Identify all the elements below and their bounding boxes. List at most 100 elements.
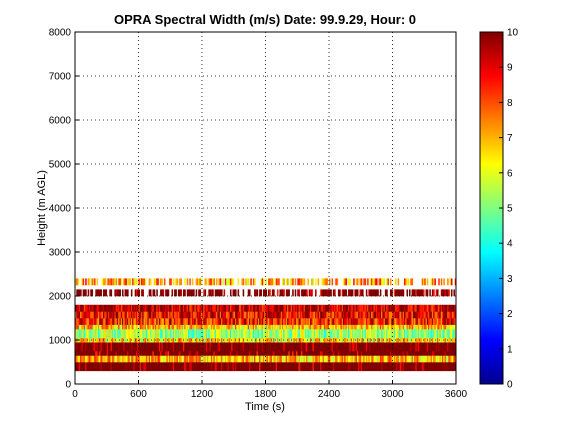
heatmap-cell bbox=[213, 362, 215, 372]
heatmap-cell bbox=[246, 324, 249, 330]
heatmap-cell bbox=[76, 342, 78, 352]
heatmap-cell bbox=[360, 304, 363, 312]
heatmap-cell bbox=[210, 342, 213, 352]
heatmap-cell bbox=[119, 362, 122, 372]
heatmap-cell bbox=[163, 342, 166, 352]
heatmap-cell bbox=[231, 318, 233, 325]
heatmap-cell bbox=[364, 362, 367, 372]
heatmap-cell bbox=[190, 289, 193, 297]
heatmap-cell bbox=[406, 329, 409, 339]
heatmap-cell bbox=[431, 289, 434, 297]
heatmap-cell bbox=[301, 311, 303, 319]
heatmap-cell bbox=[321, 324, 323, 330]
heatmap-cell bbox=[445, 362, 448, 372]
heatmap-cell bbox=[416, 318, 419, 325]
heatmap-cell bbox=[268, 355, 270, 363]
heatmap-cell bbox=[170, 342, 172, 352]
heatmap-cell bbox=[105, 324, 108, 330]
heatmap-cell bbox=[386, 351, 388, 356]
heatmap-cell bbox=[113, 337, 115, 343]
heatmap-cell bbox=[78, 324, 81, 330]
heatmap-cell bbox=[364, 278, 367, 286]
heatmap-cell bbox=[189, 289, 191, 297]
heatmap-cell bbox=[326, 355, 329, 363]
heatmap-cell bbox=[449, 362, 452, 372]
heatmap-cell bbox=[87, 337, 90, 343]
heatmap-cell bbox=[162, 289, 165, 297]
heatmap-cell bbox=[119, 351, 122, 356]
heatmap-cell bbox=[283, 355, 285, 363]
heatmap-cell bbox=[287, 329, 289, 339]
heatmap-cell bbox=[213, 324, 215, 330]
heatmap-cell bbox=[414, 329, 416, 339]
heatmap-cell bbox=[345, 342, 348, 352]
heatmap-cell bbox=[434, 304, 436, 312]
heatmap-cell bbox=[264, 329, 266, 339]
heatmap-cell bbox=[379, 324, 382, 330]
heatmap-cell bbox=[421, 289, 424, 297]
heatmap-cell bbox=[285, 289, 288, 297]
heatmap-cell bbox=[345, 355, 348, 363]
heatmap-cell bbox=[431, 329, 434, 339]
heatmap-cell bbox=[351, 311, 354, 319]
heatmap-cell bbox=[110, 329, 113, 339]
heatmap-cell bbox=[148, 278, 151, 286]
heatmap-cell bbox=[282, 342, 284, 352]
heatmap-cell bbox=[231, 311, 233, 319]
heatmap-cell bbox=[400, 304, 402, 312]
heatmap-cell bbox=[287, 355, 289, 363]
heatmap-cell bbox=[417, 324, 420, 330]
heatmap-cell bbox=[315, 311, 317, 319]
heatmap-cell bbox=[344, 337, 346, 343]
heatmap-cell bbox=[91, 278, 94, 286]
heatmap-cell bbox=[370, 304, 373, 312]
heatmap-cell bbox=[346, 351, 349, 356]
heatmap-cell bbox=[92, 362, 95, 372]
heatmap-cell bbox=[182, 318, 185, 325]
heatmap-cell bbox=[88, 337, 91, 343]
heatmap-cell bbox=[287, 304, 289, 312]
heatmap-cell bbox=[226, 304, 228, 312]
heatmap-cell bbox=[109, 278, 111, 286]
heatmap-cell bbox=[96, 304, 99, 312]
heatmap-cell bbox=[329, 337, 331, 343]
heatmap-cell bbox=[146, 324, 148, 330]
heatmap-cell bbox=[261, 324, 264, 330]
heatmap-cell bbox=[410, 351, 412, 356]
heatmap-cell bbox=[375, 324, 378, 330]
heatmap-cell bbox=[85, 311, 87, 319]
heatmap-cell bbox=[238, 311, 241, 319]
heatmap-cell bbox=[340, 324, 342, 330]
heatmap-cell bbox=[221, 304, 223, 312]
heatmap-cell bbox=[442, 329, 444, 339]
heatmap-cell bbox=[227, 337, 229, 343]
heatmap-cell bbox=[235, 289, 237, 297]
heatmap-cell bbox=[146, 337, 148, 343]
heatmap-cell bbox=[128, 304, 130, 312]
heatmap-cell bbox=[400, 337, 402, 343]
heatmap-cell bbox=[439, 342, 442, 352]
heatmap-cell bbox=[219, 342, 222, 352]
heatmap-cell bbox=[265, 289, 268, 297]
heatmap-cell bbox=[428, 311, 430, 319]
heatmap-cell bbox=[274, 304, 276, 312]
heatmap-cell bbox=[322, 329, 325, 339]
heatmap-cell bbox=[429, 318, 431, 325]
heatmap-cell bbox=[113, 362, 115, 372]
heatmap-cell bbox=[339, 355, 341, 363]
heatmap-cell bbox=[128, 355, 130, 363]
heatmap-cell bbox=[155, 304, 157, 312]
heatmap-cell bbox=[75, 362, 77, 372]
heatmap-cell bbox=[308, 342, 311, 352]
heatmap-cell bbox=[87, 351, 90, 356]
heatmap-cell bbox=[204, 355, 207, 363]
heatmap-cell bbox=[426, 311, 429, 319]
heatmap-cell bbox=[210, 362, 213, 372]
heatmap-cell bbox=[337, 351, 340, 356]
heatmap-cell bbox=[302, 311, 304, 319]
heatmap-cell bbox=[294, 311, 297, 319]
heatmap-cell bbox=[155, 329, 157, 339]
heatmap-cell bbox=[370, 278, 373, 286]
heatmap-cell bbox=[123, 304, 125, 312]
heatmap-cell bbox=[250, 324, 252, 330]
